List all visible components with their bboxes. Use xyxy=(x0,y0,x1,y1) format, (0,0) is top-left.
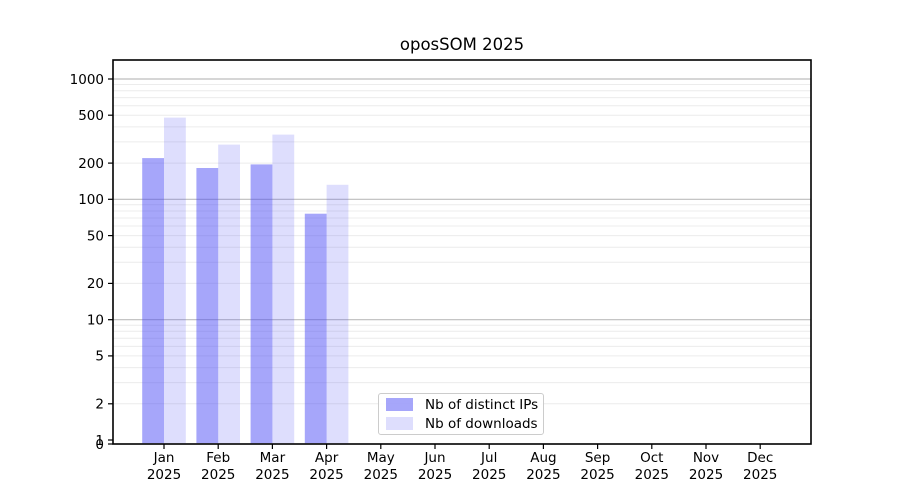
legend-item-downloads: Nb of downloads xyxy=(386,415,538,432)
x-tick-label-month: Aug xyxy=(530,450,556,466)
legend-label-distinct-ips: Nb of distinct IPs xyxy=(425,396,539,413)
y-tick-label: 5 xyxy=(95,349,104,365)
y-tick-label: 20 xyxy=(87,276,104,292)
y-tick-label: 1000 xyxy=(70,72,104,88)
x-tick-label-year: 2025 xyxy=(743,467,777,483)
x-tick-label-year: 2025 xyxy=(418,467,452,483)
x-tick-label-year: 2025 xyxy=(526,467,560,483)
legend-item-distinct-ips: Nb of distinct IPs xyxy=(386,396,539,413)
x-tick-label-year: 2025 xyxy=(580,467,614,483)
y-tick-label: 10 xyxy=(87,313,104,329)
y-tick-label: 100 xyxy=(78,192,104,208)
y-tick-label: 1 xyxy=(95,433,104,449)
x-tick-label-year: 2025 xyxy=(364,467,398,483)
y-tick-label: 500 xyxy=(78,108,104,124)
bar-distinct-ips-mar xyxy=(250,164,273,444)
x-tick-label-month: Feb xyxy=(206,450,230,466)
bar-distinct-ips-jan xyxy=(142,158,164,444)
plot-frame xyxy=(112,59,812,445)
x-tick-label-year: 2025 xyxy=(689,467,723,483)
legend: Nb of distinct IPs Nb of downloads xyxy=(378,393,544,435)
y-tick-label: 50 xyxy=(87,228,104,244)
bar-distinct-ips-feb xyxy=(196,168,219,444)
y-tick-label: 200 xyxy=(78,156,104,172)
x-tick-label-year: 2025 xyxy=(201,467,235,483)
y-tick-label: 0 xyxy=(95,437,104,453)
bar-downloads-jan xyxy=(164,117,186,444)
x-tick-label-year: 2025 xyxy=(255,467,289,483)
bar-downloads-apr xyxy=(326,184,349,444)
x-tick-label-year: 2025 xyxy=(147,467,181,483)
x-tick-label-month: Dec xyxy=(747,450,773,466)
x-tick-label-month: Sep xyxy=(585,450,610,466)
chart-title: oposSOM 2025 xyxy=(399,35,525,54)
legend-swatch-downloads xyxy=(386,417,413,430)
x-tick-label-month: Nov xyxy=(693,450,719,466)
legend-label-downloads: Nb of downloads xyxy=(425,415,538,432)
x-tick-label-month: Jan xyxy=(153,450,175,466)
x-tick-label-year: 2025 xyxy=(635,467,669,483)
x-tick-label-month: Apr xyxy=(315,450,339,466)
x-tick-label-month: Jul xyxy=(480,450,497,466)
x-tick-label-month: Jun xyxy=(423,450,445,466)
bar-downloads-feb xyxy=(218,144,240,444)
bar-downloads-mar xyxy=(272,134,295,444)
x-tick-label-month: Oct xyxy=(640,450,663,466)
x-tick-label-year: 2025 xyxy=(309,467,343,483)
x-tick-label-month: May xyxy=(367,450,395,466)
y-tick-label: 2 xyxy=(95,397,104,413)
bar-distinct-ips-apr xyxy=(304,213,327,444)
legend-swatch-distinct-ips xyxy=(386,398,413,411)
x-tick-label-year: 2025 xyxy=(472,467,506,483)
x-tick-label-month: Mar xyxy=(260,450,286,466)
